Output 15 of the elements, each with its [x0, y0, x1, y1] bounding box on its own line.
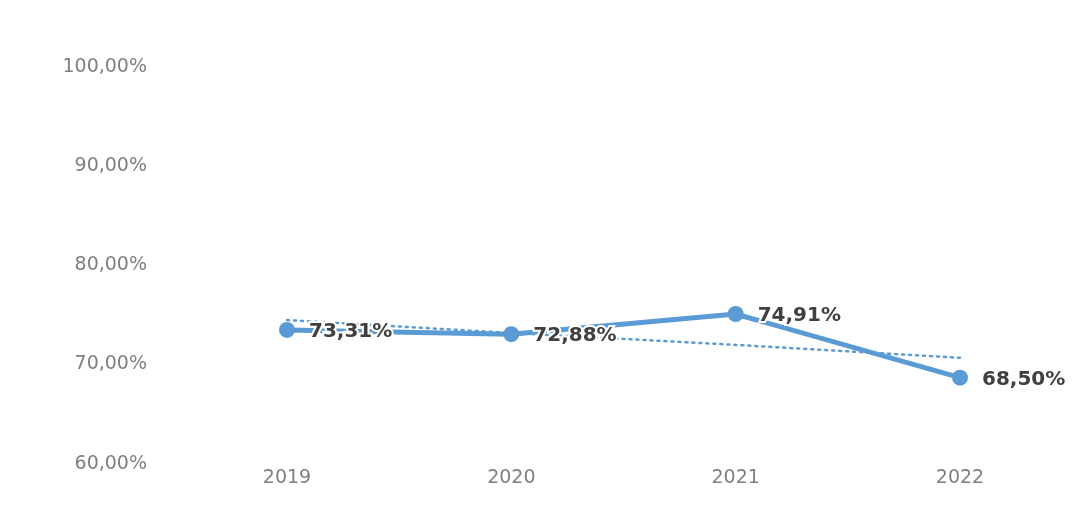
x-tick-label: 2019 — [262, 465, 312, 488]
point — [503, 326, 520, 343]
data-label: 74,91% — [757, 302, 841, 327]
x-tick-label: 2020 — [487, 465, 536, 488]
x-tick-label: 2022 — [935, 465, 985, 488]
y-tick-label: 90,00% — [74, 152, 147, 175]
point — [279, 321, 295, 338]
y-tick-label: 100,00% — [62, 53, 147, 76]
x-tick-label: 2021 — [711, 465, 760, 488]
point — [952, 369, 968, 386]
data-label: 68,50% — [982, 365, 1066, 390]
point — [727, 306, 744, 323]
y-tick-label: 70,00% — [74, 351, 147, 374]
y-tick-label: 60,00% — [74, 450, 147, 473]
y-tick-label: 80,00% — [74, 252, 147, 275]
